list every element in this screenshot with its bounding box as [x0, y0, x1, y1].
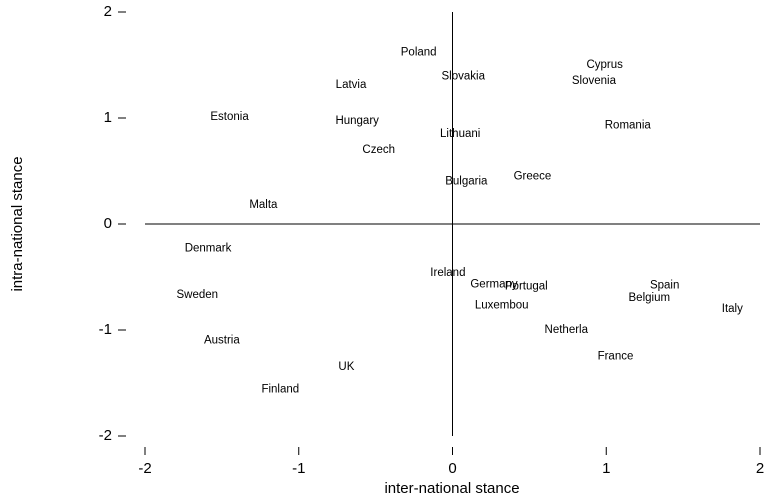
point-label: Ireland: [430, 267, 465, 279]
point-label: Bulgaria: [445, 176, 488, 188]
point-label: Estonia: [210, 111, 249, 123]
point-label: Germany: [470, 278, 518, 290]
point-label: Latvia: [336, 79, 367, 91]
x-tick-label: 0: [448, 460, 456, 477]
point-label: Greece: [514, 170, 552, 182]
y-tick-label: -2: [99, 427, 112, 444]
point-label: Malta: [249, 199, 278, 211]
point-label: Luxembou: [475, 300, 529, 312]
point-label: Slovakia: [442, 71, 486, 83]
point-label: Lithuani: [440, 128, 480, 140]
x-tick-label: -2: [138, 460, 151, 477]
point-label: Finland: [261, 383, 299, 395]
point-label: Slovenia: [572, 75, 617, 87]
point-label: Italy: [722, 303, 743, 315]
point-label: Austria: [204, 335, 240, 347]
y-tick-label: -1: [99, 321, 112, 338]
point-label: France: [598, 351, 634, 363]
point-label: Cyprus: [586, 59, 623, 71]
y-tick-label: 1: [104, 109, 112, 126]
point-label: Spain: [650, 280, 679, 292]
y-tick-label: 0: [104, 215, 112, 232]
point-label: Portugal: [505, 281, 548, 293]
point-label: Hungary: [335, 115, 379, 127]
point-label: Belgium: [629, 292, 671, 304]
x-axis-title: inter-national stance: [384, 480, 519, 497]
x-tick-label: 1: [602, 460, 610, 477]
x-tick-label: 2: [756, 460, 764, 477]
y-axis-title: intra-national stance: [9, 156, 26, 291]
point-label: Netherla: [545, 324, 589, 336]
point-label: Czech: [362, 144, 395, 156]
point-label: UK: [338, 361, 354, 373]
y-tick-label: 2: [104, 3, 112, 20]
point-label: Romania: [605, 119, 652, 131]
x-tick-label: -1: [292, 460, 305, 477]
point-label: Poland: [401, 46, 437, 58]
point-label: Denmark: [185, 242, 232, 254]
point-label: Sweden: [176, 289, 218, 301]
